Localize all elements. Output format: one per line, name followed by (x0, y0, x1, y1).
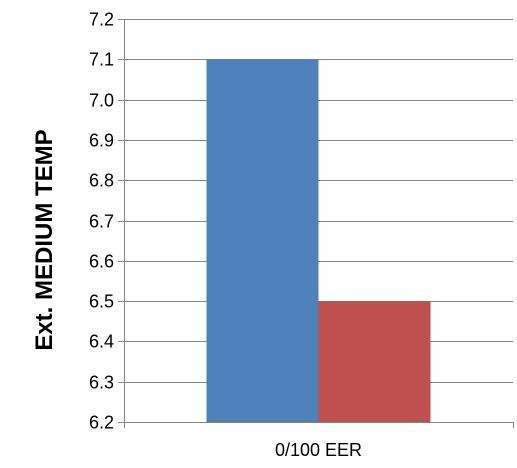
y-tick-label: 7.2 (89, 10, 114, 30)
y-tick-label: 6.8 (89, 171, 114, 191)
y-tick-label: 6.5 (89, 292, 114, 312)
bar-series-1 (206, 59, 319, 423)
bars (206, 59, 431, 423)
y-tick-label: 6.4 (89, 332, 114, 352)
y-axis-label: Ext. MEDIUM TEMP (31, 129, 58, 350)
y-tick-label: 6.2 (89, 413, 114, 433)
y-tick-label: 7.0 (89, 91, 114, 111)
x-tick-label: 0/100 EER (275, 440, 362, 460)
axes (118, 19, 514, 428)
y-tick-label: 7.1 (89, 50, 114, 70)
y-tick-label: 6.7 (89, 212, 114, 232)
bar-series-2 (318, 301, 431, 422)
y-tick-label: 6.9 (89, 131, 114, 151)
y-tick-labels: 6.2 6.3 6.4 6.5 6.6 6.7 6.8 6.9 7.0 7.1 7.2 (89, 10, 114, 433)
y-tick-label: 6.3 (89, 373, 114, 393)
x-tick-labels: 0/100 EER (275, 440, 362, 460)
y-tick-label: 6.6 (89, 252, 114, 272)
